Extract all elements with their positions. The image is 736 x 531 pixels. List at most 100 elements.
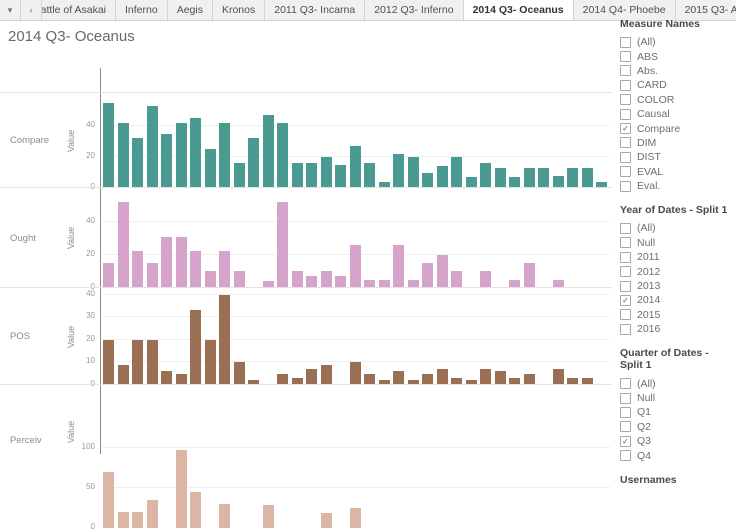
checkbox-icon[interactable] [620, 79, 631, 91]
bar[interactable] [103, 339, 114, 385]
bar[interactable] [190, 310, 201, 385]
filter-option-dist[interactable]: DIST [620, 150, 732, 164]
filter-option-causal[interactable]: Causal [620, 107, 732, 121]
filter-option-eval[interactable]: EVAL [620, 165, 732, 179]
bar[interactable] [393, 153, 404, 188]
bar[interactable] [146, 339, 158, 385]
bar[interactable] [335, 276, 346, 288]
filter-option-abs[interactable]: ABS [620, 49, 732, 63]
checkbox-icon[interactable] [620, 406, 631, 418]
filter-option-q2[interactable]: Q2 [620, 420, 732, 434]
bar[interactable] [480, 369, 491, 385]
tab-2011-q3-incarna[interactable]: 2011 Q3- Incarna [265, 0, 366, 20]
bar[interactable] [596, 181, 607, 188]
filter-option-2011[interactable]: 2011 [620, 250, 732, 264]
bar[interactable] [465, 177, 477, 188]
tab-scroll-left-icon[interactable]: ‹ [21, 0, 42, 20]
bar[interactable] [538, 167, 549, 188]
bar[interactable] [262, 281, 274, 288]
bar[interactable] [480, 271, 491, 288]
bar[interactable] [378, 279, 390, 288]
bar[interactable] [581, 167, 593, 188]
bar[interactable] [291, 378, 303, 385]
bar[interactable] [132, 251, 143, 288]
filter-option-2015[interactable]: 2015 [620, 308, 732, 322]
bar[interactable] [204, 149, 216, 188]
bar[interactable] [146, 263, 158, 288]
bar[interactable] [509, 279, 520, 288]
bar[interactable] [407, 279, 419, 288]
checkbox-icon[interactable] [620, 323, 631, 335]
bar[interactable] [103, 263, 114, 288]
bar[interactable] [364, 163, 375, 188]
bar[interactable] [581, 378, 593, 385]
checkbox-icon[interactable] [620, 180, 631, 192]
bar[interactable] [117, 512, 129, 528]
filter-option-2014[interactable]: ✓ 2014 [620, 293, 732, 307]
bar[interactable] [190, 492, 201, 528]
bar[interactable] [132, 138, 143, 188]
tab-2012-q3-inferno[interactable]: 2012 Q3- Inferno [365, 0, 464, 20]
checkbox-icon[interactable] [620, 151, 631, 163]
bar[interactable] [277, 373, 288, 385]
bar[interactable] [552, 175, 564, 188]
bar[interactable] [436, 166, 448, 188]
bar[interactable] [378, 181, 390, 188]
filter-option-compare[interactable]: ✓ Compare [620, 121, 732, 135]
bar[interactable] [320, 157, 332, 188]
filter-option-abs[interactable]: Abs. [620, 64, 732, 78]
bar[interactable] [204, 271, 216, 288]
bar[interactable] [436, 254, 448, 288]
bar[interactable] [407, 157, 419, 188]
bar[interactable] [393, 371, 404, 385]
tab-2015-q3-aegis[interactable]: 2015 Q3- Aegis [676, 0, 736, 20]
checkbox-icon[interactable] [620, 137, 631, 149]
bar[interactable] [262, 504, 274, 528]
checkbox-icon[interactable] [620, 65, 631, 77]
bar[interactable] [494, 371, 506, 385]
bar[interactable] [364, 279, 375, 288]
filter-option-eval[interactable]: Eval. [620, 179, 732, 193]
bar[interactable] [422, 263, 433, 288]
bar[interactable] [320, 364, 332, 385]
checkbox-icon[interactable] [620, 392, 631, 404]
bar[interactable] [349, 244, 361, 288]
bar[interactable] [306, 163, 317, 188]
checkbox-icon[interactable] [620, 51, 631, 63]
filter-option-all[interactable]: (All) [620, 376, 732, 390]
bar[interactable] [219, 294, 230, 385]
filter-option-q3[interactable]: ✓ Q3 [620, 434, 732, 448]
bar[interactable] [233, 271, 245, 288]
bar[interactable] [175, 449, 187, 528]
bar[interactable] [190, 118, 201, 188]
tab-aegis[interactable]: Aegis [168, 0, 213, 20]
bar[interactable] [132, 339, 143, 385]
bar[interactable] [436, 369, 448, 385]
bar[interactable] [552, 279, 564, 288]
checkbox-icon[interactable] [620, 222, 631, 234]
filter-option-dim[interactable]: DIM [620, 136, 732, 150]
bar[interactable] [248, 138, 259, 188]
bar[interactable] [523, 263, 535, 288]
bar[interactable] [146, 105, 158, 188]
bar[interactable] [567, 167, 578, 188]
filter-option-2016[interactable]: 2016 [620, 322, 732, 336]
bar[interactable] [349, 508, 361, 528]
bar[interactable] [480, 163, 491, 188]
checkbox-checked-icon[interactable]: ✓ [620, 123, 631, 135]
bar[interactable] [277, 122, 288, 188]
filter-option-color[interactable]: COLOR [620, 93, 732, 107]
checkbox-icon[interactable] [620, 237, 631, 249]
bar[interactable] [523, 373, 535, 385]
bar[interactable] [248, 380, 259, 385]
tab-2014-q3-oceanus[interactable]: 2014 Q3- Oceanus [463, 0, 574, 20]
tab-inferno[interactable]: Inferno [116, 0, 168, 20]
bar[interactable] [291, 271, 303, 288]
bar[interactable] [117, 122, 129, 188]
bar[interactable] [451, 378, 462, 385]
filter-option-q1[interactable]: Q1 [620, 405, 732, 419]
bar[interactable] [320, 271, 332, 288]
bar[interactable] [146, 500, 158, 528]
bar[interactable] [509, 378, 520, 385]
bar[interactable] [175, 236, 187, 288]
